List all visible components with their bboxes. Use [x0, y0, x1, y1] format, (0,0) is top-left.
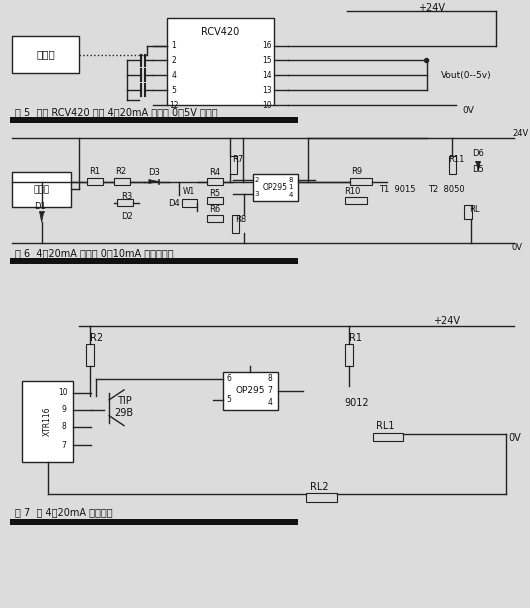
Text: R11: R11: [448, 155, 465, 164]
Bar: [345, 344, 353, 366]
Polygon shape: [149, 179, 159, 184]
Text: D3: D3: [148, 168, 160, 177]
Text: W1: W1: [182, 187, 195, 196]
Text: R8: R8: [235, 215, 247, 224]
Text: 13: 13: [262, 86, 272, 95]
Text: 0V: 0V: [462, 106, 474, 114]
Text: 15: 15: [262, 56, 272, 65]
Text: +24V: +24V: [418, 3, 445, 13]
Text: R3: R3: [121, 192, 132, 201]
Text: D4: D4: [168, 199, 180, 208]
Text: 9012: 9012: [345, 398, 369, 408]
Text: R4: R4: [209, 168, 220, 177]
Text: 1: 1: [288, 184, 293, 190]
Text: 16: 16: [262, 41, 272, 50]
Text: 1: 1: [171, 41, 176, 50]
Text: 图 6  4～20mA 变换为 0～10mA 的电路原理: 图 6 4～20mA 变换为 0～10mA 的电路原理: [15, 248, 173, 258]
Text: D2: D2: [121, 212, 133, 221]
Bar: [232, 215, 239, 233]
Text: T1  9015: T1 9015: [378, 185, 415, 194]
Bar: [345, 198, 367, 204]
Text: 9: 9: [61, 406, 66, 414]
Text: TIP: TIP: [117, 396, 131, 406]
Bar: [449, 156, 456, 174]
Text: R2: R2: [116, 167, 127, 176]
Text: 4: 4: [171, 71, 176, 80]
Text: RL2: RL2: [310, 482, 329, 492]
Bar: [117, 199, 133, 206]
Text: 0V: 0V: [508, 432, 521, 443]
Text: RL: RL: [469, 205, 480, 214]
Text: 6: 6: [227, 375, 232, 384]
Text: 10: 10: [262, 101, 272, 109]
Polygon shape: [476, 162, 480, 171]
Bar: [114, 178, 130, 184]
Polygon shape: [40, 212, 43, 223]
Bar: [207, 198, 223, 204]
Bar: [464, 206, 472, 219]
Text: Vout(0--5v): Vout(0--5v): [441, 71, 492, 80]
Text: 2: 2: [171, 56, 176, 65]
Circle shape: [425, 58, 429, 63]
Text: 变送器: 变送器: [36, 49, 55, 60]
Text: 4: 4: [288, 193, 293, 198]
Bar: [22, 381, 74, 462]
Text: 24V: 24V: [512, 130, 528, 139]
Text: 8: 8: [268, 375, 272, 384]
Bar: [182, 199, 198, 207]
Text: +24V: +24V: [433, 316, 460, 326]
Text: 29B: 29B: [114, 408, 134, 418]
Text: OP295: OP295: [235, 387, 265, 395]
Text: RL1: RL1: [376, 421, 394, 430]
Bar: [350, 178, 372, 184]
Text: R6: R6: [209, 205, 220, 214]
Text: 变送器: 变送器: [33, 185, 50, 194]
Text: R9: R9: [351, 167, 363, 176]
Text: T2  8050: T2 8050: [428, 185, 465, 194]
Text: D6: D6: [472, 149, 484, 158]
Bar: [12, 36, 80, 74]
Text: XTR116: XTR116: [43, 407, 52, 437]
Text: D5: D5: [472, 165, 484, 174]
Bar: [230, 156, 237, 174]
Bar: [306, 493, 337, 502]
Text: 10: 10: [59, 389, 68, 398]
Text: 8: 8: [61, 422, 66, 431]
Bar: [10, 519, 298, 525]
Text: 3: 3: [255, 192, 259, 198]
Text: R1: R1: [89, 167, 100, 176]
Bar: [12, 171, 72, 207]
Text: R10: R10: [344, 187, 360, 196]
Bar: [253, 174, 298, 201]
Bar: [223, 372, 278, 410]
Text: 0V: 0V: [512, 243, 523, 252]
Bar: [10, 117, 298, 123]
Bar: [373, 432, 403, 441]
Text: 8: 8: [288, 176, 293, 182]
Text: 7: 7: [268, 387, 272, 395]
Text: 5: 5: [227, 395, 232, 404]
Text: R2: R2: [90, 333, 103, 344]
Text: D1: D1: [34, 202, 46, 211]
Text: 12: 12: [169, 101, 179, 109]
Text: OP295: OP295: [262, 183, 287, 192]
Text: R5: R5: [209, 189, 220, 198]
Bar: [87, 178, 103, 184]
Bar: [207, 178, 223, 184]
Text: 5: 5: [171, 86, 176, 95]
Text: R1: R1: [349, 333, 361, 344]
Text: RCV420: RCV420: [201, 27, 240, 36]
Bar: [10, 258, 298, 264]
Bar: [167, 18, 274, 105]
Bar: [207, 215, 223, 223]
Text: 7: 7: [61, 441, 66, 450]
Text: 2: 2: [255, 176, 259, 182]
Text: R7: R7: [233, 155, 244, 164]
Bar: [86, 344, 94, 366]
Text: 14: 14: [262, 71, 272, 80]
Text: 4: 4: [268, 398, 272, 407]
Text: 图 7  双 4～20mA 输出原理: 图 7 双 4～20mA 输出原理: [15, 507, 112, 517]
Text: 图 5  利用 RCV420 构成 4～20mA 变换为 0～5V 的原理: 图 5 利用 RCV420 构成 4～20mA 变换为 0～5V 的原理: [15, 107, 217, 117]
